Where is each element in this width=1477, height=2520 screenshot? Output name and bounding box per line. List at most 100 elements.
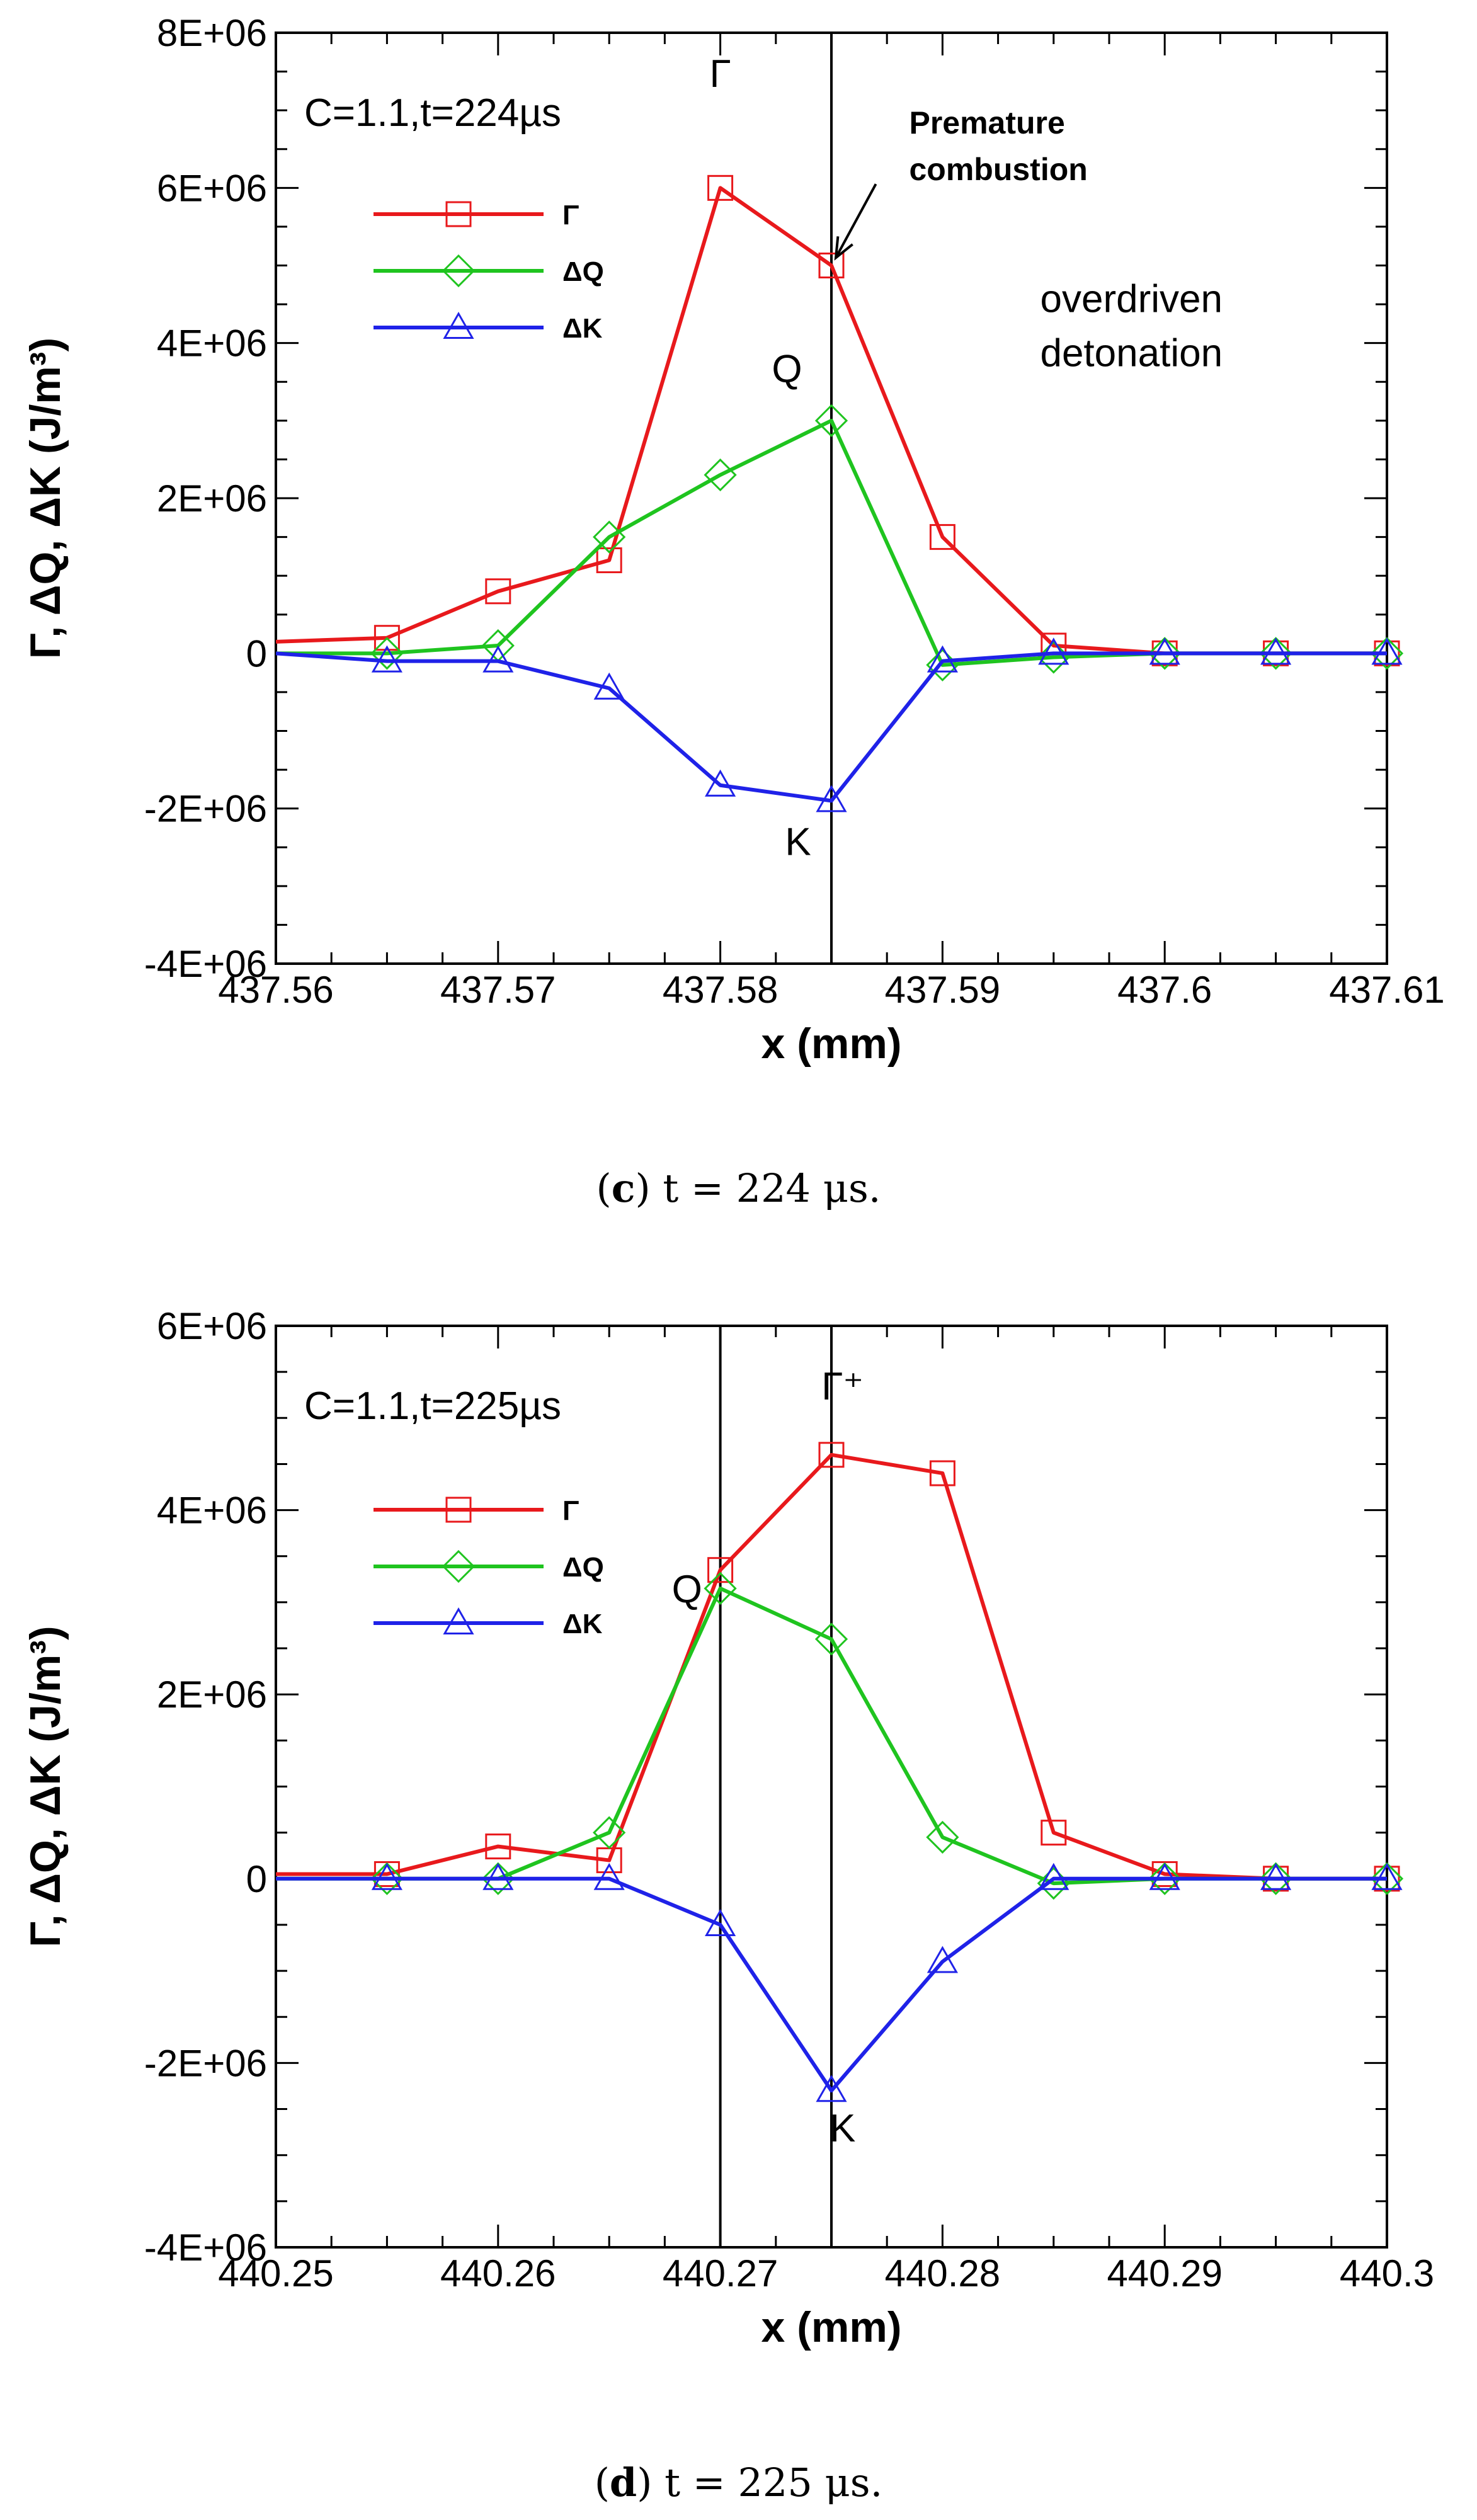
data-point-marker: [1151, 1861, 1178, 1887]
x-tick-label: 440.3: [1340, 2252, 1434, 2295]
legend-marker: [443, 1607, 474, 1634]
data-point-marker: [374, 625, 400, 651]
annotation-curve-label: Γ⁺: [821, 1365, 864, 1408]
y-tick-label: 4E+06: [157, 1490, 267, 1532]
x-tick-label: 437.56: [218, 969, 334, 1011]
data-point-marker: [1259, 637, 1292, 670]
y-tick-label: 0: [246, 632, 267, 675]
caption-label: c: [611, 1165, 636, 1211]
y-tick-label: 2E+06: [157, 477, 267, 520]
series-line: [276, 1876, 1387, 2093]
y-tick-label: 2E+06: [157, 1673, 267, 1716]
y-tick-label: 4E+06: [157, 322, 267, 365]
y-axis-title: Γ, ΔQ, ΔK (J/m³): [21, 338, 69, 659]
legend-label: ΔK: [562, 1609, 603, 1639]
data-point-marker: [485, 578, 511, 605]
data-point-marker: [707, 1557, 734, 1583]
annotation-arrow-head: [834, 236, 853, 261]
data-point-marker: [1041, 1820, 1067, 1846]
series-line: [275, 651, 1387, 803]
data-point-marker: [481, 1862, 515, 1895]
data-point-marker: [1148, 1862, 1182, 1895]
chart-title: C=1.1,t=225µs: [304, 1384, 561, 1428]
data-point-marker: [818, 253, 845, 278]
x-tick-label: 437.57: [440, 969, 556, 1011]
y-tick-label: -4E+06: [144, 943, 267, 985]
series-line: [276, 1452, 1387, 1881]
data-point-marker: [926, 1820, 959, 1854]
data-point-marker: [593, 520, 626, 554]
y-tick-label: 0: [246, 1858, 267, 1900]
data-point-marker: [1371, 1862, 1403, 1890]
data-point-marker: [929, 1460, 955, 1486]
data-point-marker: [485, 1833, 511, 1860]
y-tick-label: 6E+06: [157, 167, 267, 209]
x-tick-label: 440.26: [440, 2252, 556, 2295]
legend-marker: [442, 1549, 476, 1583]
data-point-marker: [1371, 637, 1403, 665]
x-axis-title: x (mm): [761, 1020, 902, 1068]
annotation-curve-label: Γ: [710, 52, 731, 96]
data-point-marker: [1149, 1862, 1180, 1890]
data-point-marker: [370, 1862, 404, 1895]
x-tick-label: 437.59: [885, 969, 1001, 1011]
annotation-curve-label: Q: [672, 1568, 702, 1611]
data-point-marker: [704, 1571, 737, 1605]
x-axis-title: x (mm): [761, 2303, 902, 2351]
data-point-marker: [1038, 1862, 1069, 1890]
data-point-marker: [929, 524, 955, 550]
caption-label: d: [609, 2460, 637, 2506]
data-point-marker: [371, 1862, 402, 1890]
legend-label: ΔQ: [562, 1552, 604, 1583]
data-point-marker: [593, 672, 625, 700]
data-point-marker: [1260, 1862, 1292, 1890]
data-point-marker: [593, 1862, 625, 1890]
data-point-marker: [816, 2075, 847, 2102]
annotation-bold-note: Premature: [909, 105, 1064, 140]
data-point-marker: [482, 645, 514, 673]
data-point-marker: [814, 1622, 848, 1656]
data-point-marker: [707, 174, 734, 201]
data-point-marker: [818, 1442, 845, 1468]
data-point-marker: [1260, 637, 1292, 665]
annotation-note: detonation: [1040, 332, 1223, 375]
data-point-marker: [704, 458, 737, 492]
y-tick-label: -2E+06: [144, 788, 267, 830]
data-point-marker: [1259, 1862, 1292, 1895]
x-tick-label: 437.61: [1329, 969, 1445, 1011]
y-axis-title: Γ, ΔQ, ΔK (J/m³): [21, 1626, 69, 1947]
chart-title: C=1.1,t=224µs: [304, 91, 561, 135]
legend-marker: [442, 254, 476, 288]
data-point-marker: [593, 1816, 626, 1849]
data-point-marker: [927, 645, 958, 673]
caption-text: t = 225 μs.: [652, 2460, 883, 2506]
data-point-marker: [374, 1861, 400, 1887]
legend-marker: [443, 311, 474, 339]
annotation-arrow-shaft: [835, 183, 877, 259]
data-point-marker: [1370, 1862, 1404, 1895]
legend-marker: [445, 201, 472, 227]
legend-marker: [445, 1497, 472, 1523]
data-point-marker: [482, 1862, 514, 1890]
annotation-bold-note: combustion: [909, 152, 1087, 187]
legend-label: Γ: [562, 200, 579, 231]
data-point-marker: [371, 645, 402, 673]
caption-text: t = 224 μs.: [650, 1165, 881, 1211]
legend-label: Γ: [562, 1495, 579, 1526]
data-point-marker: [705, 1908, 736, 1936]
y-tick-label: -2E+06: [144, 2042, 267, 2084]
legend-label: ΔK: [562, 313, 603, 344]
x-tick-label: 440.25: [218, 2252, 334, 2295]
caption-panel-c: (c) t = 224 μs.: [596, 1165, 881, 1211]
x-tick-label: 440.27: [663, 2252, 778, 2295]
data-point-marker: [1370, 637, 1404, 670]
data-point-marker: [596, 547, 622, 574]
chart-panel-d: 440.25 440.26 440.27 440.28 440.29 440.3 -4E+0…: [21, 1305, 1434, 2351]
data-point-marker: [816, 785, 847, 812]
annotation-curve-label: K: [830, 2107, 855, 2150]
x-tick-label: 440.29: [1107, 2252, 1223, 2295]
x-tick-label: 437.58: [663, 969, 778, 1011]
annotation-curve-label: K: [785, 821, 811, 864]
data-point-marker: [1038, 637, 1069, 665]
